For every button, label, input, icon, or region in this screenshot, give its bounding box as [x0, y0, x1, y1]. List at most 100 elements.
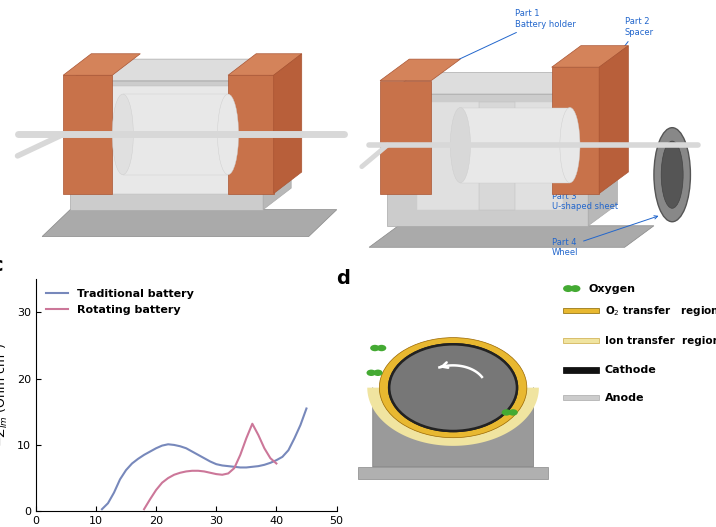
Polygon shape: [263, 59, 291, 210]
Traditional battery: [116, 476, 125, 483]
Traditional battery: [284, 447, 293, 453]
Y-axis label: $-Z_{Im}$ (Ohm cm$^{2}$): $-Z_{Im}$ (Ohm cm$^{2}$): [0, 343, 11, 447]
Polygon shape: [98, 86, 246, 193]
Traditional battery: [236, 464, 245, 471]
Traditional battery: [97, 506, 106, 512]
Rotating battery: [164, 475, 173, 481]
Circle shape: [390, 344, 517, 431]
Rotating battery: [272, 460, 281, 466]
FancyBboxPatch shape: [563, 308, 599, 314]
Circle shape: [370, 345, 379, 352]
Polygon shape: [63, 75, 112, 193]
Traditional battery: [164, 441, 173, 447]
Traditional battery: [110, 490, 118, 496]
Polygon shape: [387, 94, 589, 226]
Rotating battery: [254, 432, 263, 438]
Legend: Traditional battery, Rotating battery: Traditional battery, Rotating battery: [42, 285, 198, 319]
Polygon shape: [417, 102, 563, 210]
Circle shape: [373, 369, 382, 376]
Rotating battery: [206, 470, 215, 476]
Traditional battery: [158, 443, 166, 449]
Polygon shape: [228, 75, 274, 193]
Polygon shape: [380, 81, 431, 193]
FancyBboxPatch shape: [563, 395, 599, 400]
Text: Oxygen: Oxygen: [589, 284, 635, 294]
Rotating battery: [266, 455, 275, 461]
Polygon shape: [552, 46, 629, 67]
Polygon shape: [63, 54, 140, 75]
Polygon shape: [478, 102, 516, 210]
Ellipse shape: [662, 141, 683, 208]
Ellipse shape: [218, 94, 238, 174]
Rotating battery: [194, 467, 203, 474]
Polygon shape: [42, 210, 337, 237]
Circle shape: [367, 369, 376, 376]
Rotating battery: [248, 421, 256, 427]
Circle shape: [508, 409, 518, 416]
Ellipse shape: [112, 94, 133, 174]
Text: Cathode: Cathode: [604, 365, 657, 375]
Traditional battery: [104, 500, 112, 506]
Rotating battery: [224, 470, 233, 476]
Text: Part 2
Spacer: Part 2 Spacer: [591, 17, 654, 91]
Traditional battery: [194, 452, 203, 458]
Traditional battery: [272, 457, 281, 463]
Circle shape: [570, 285, 581, 292]
Ellipse shape: [450, 108, 470, 183]
Polygon shape: [369, 226, 654, 247]
Traditional battery: [278, 454, 286, 460]
Circle shape: [377, 345, 387, 352]
Traditional battery: [230, 464, 238, 470]
Polygon shape: [228, 54, 301, 75]
Rotating battery: [230, 465, 238, 471]
Circle shape: [502, 409, 511, 416]
Traditional battery: [224, 463, 233, 470]
Polygon shape: [385, 388, 521, 434]
Traditional battery: [248, 464, 256, 470]
Rotating battery: [182, 469, 190, 475]
Traditional battery: [218, 462, 226, 469]
Rotating battery: [242, 435, 251, 442]
Text: c: c: [0, 256, 2, 275]
Circle shape: [563, 285, 574, 292]
Rotating battery: [152, 487, 160, 493]
Polygon shape: [589, 73, 617, 226]
Circle shape: [379, 338, 527, 438]
Text: b: b: [354, 11, 368, 30]
Traditional battery: [266, 460, 275, 466]
Rotating battery: [146, 496, 155, 502]
Polygon shape: [380, 59, 460, 81]
Traditional battery: [122, 467, 130, 473]
Traditional battery: [260, 462, 268, 468]
Text: a: a: [11, 11, 24, 30]
Text: Part 3
U-shaped sheet: Part 3 U-shaped sheet: [552, 151, 622, 211]
Polygon shape: [274, 54, 301, 193]
Polygon shape: [367, 388, 539, 446]
Text: Part 4
Wheel: Part 4 Wheel: [552, 216, 657, 257]
Traditional battery: [206, 458, 215, 465]
Traditional battery: [200, 455, 208, 461]
Ellipse shape: [654, 128, 690, 222]
Traditional battery: [140, 452, 148, 458]
Polygon shape: [460, 108, 570, 183]
Rotating battery: [200, 469, 208, 475]
Rotating battery: [188, 467, 196, 474]
Rotating battery: [170, 472, 178, 478]
Polygon shape: [70, 81, 263, 210]
Rotating battery: [236, 452, 245, 458]
Rotating battery: [176, 470, 185, 476]
Rotating battery: [212, 471, 221, 477]
Line: Traditional battery: Traditional battery: [102, 408, 306, 509]
Traditional battery: [254, 463, 263, 470]
Text: d: d: [337, 269, 350, 288]
Traditional battery: [146, 448, 155, 455]
Traditional battery: [127, 460, 136, 466]
Rotating battery: [158, 480, 166, 486]
Text: Ion transfer  region: Ion transfer region: [604, 336, 716, 346]
Circle shape: [390, 344, 517, 431]
FancyBboxPatch shape: [563, 338, 599, 343]
Traditional battery: [290, 435, 299, 442]
Polygon shape: [123, 94, 228, 174]
Traditional battery: [188, 448, 196, 455]
Text: O$_2$ transfer   region: O$_2$ transfer region: [604, 304, 716, 318]
